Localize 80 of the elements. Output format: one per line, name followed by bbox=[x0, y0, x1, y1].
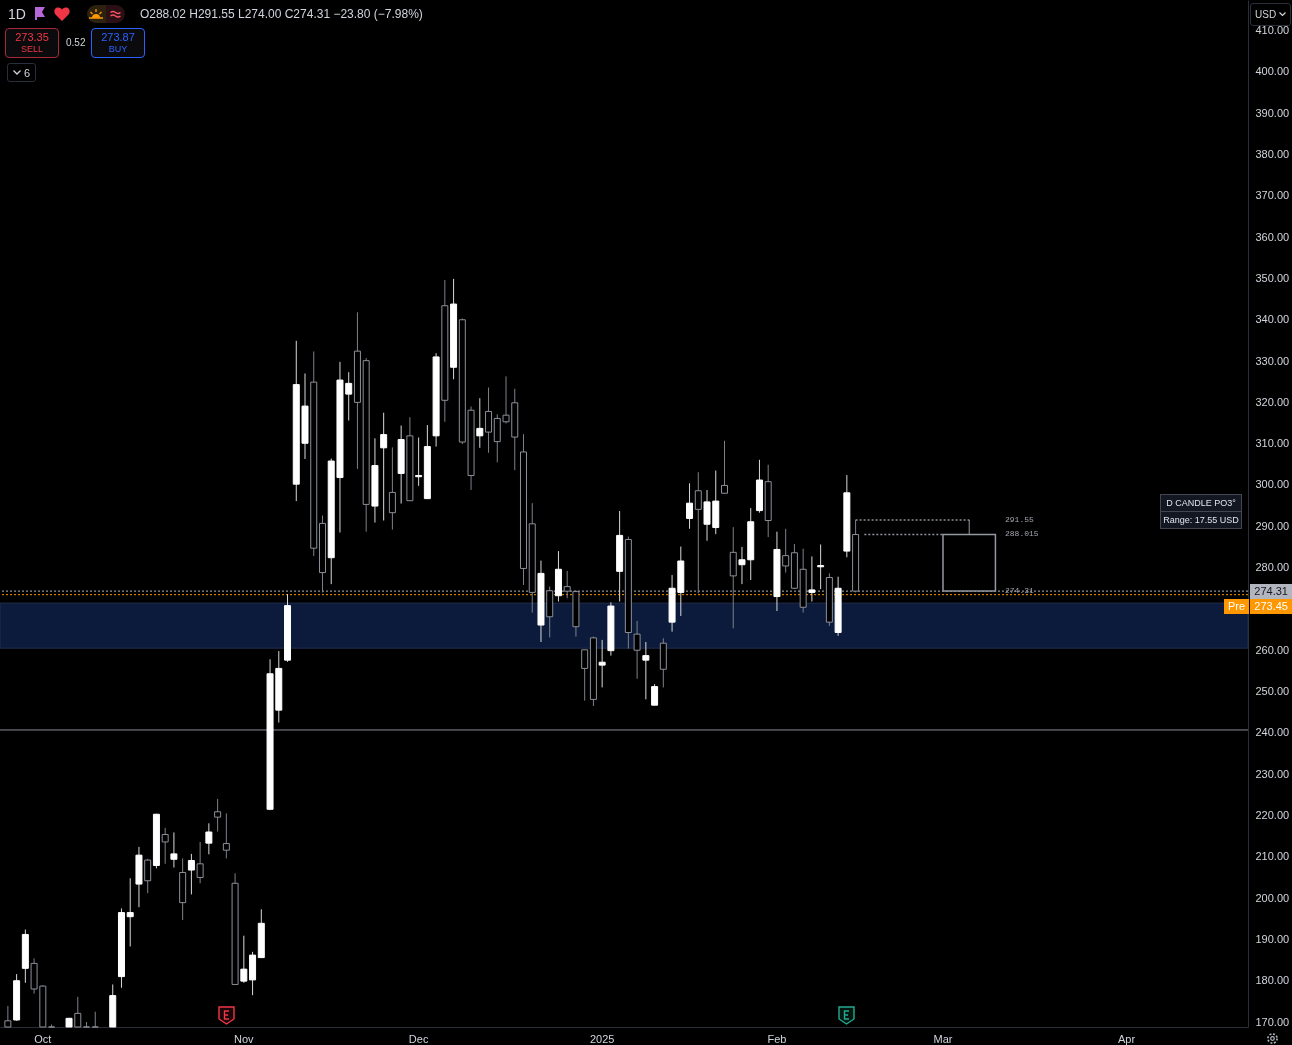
annotation: SELL bbox=[20, 43, 44, 55]
candlestick bbox=[694, 471, 702, 594]
candlestick bbox=[817, 543, 825, 590]
candlestick bbox=[214, 798, 222, 833]
y-tick-label: 220.00 bbox=[1255, 808, 1290, 821]
annotation: 273.35 bbox=[15, 31, 49, 43]
candlestick bbox=[581, 649, 589, 702]
candlestick bbox=[170, 831, 178, 869]
y-tick-label: 380.00 bbox=[1255, 148, 1290, 160]
y-tick-label: 250.00 bbox=[1255, 685, 1290, 698]
annotation: D CANDLE PO3° bbox=[1165, 497, 1237, 510]
candlestick bbox=[686, 482, 694, 530]
y-tick-label: 170.00 bbox=[1255, 1015, 1290, 1028]
currency-dropdown: USD bbox=[1250, 3, 1292, 26]
y-tick-label: 350.00 bbox=[1255, 271, 1290, 284]
annotation: 274.31 bbox=[1005, 586, 1034, 596]
info-box: D CANDLE PO3° Range: 17.55 USD bbox=[1160, 494, 1242, 529]
candlestick bbox=[205, 822, 213, 855]
y-tick-label: 390.00 bbox=[1255, 106, 1290, 119]
candlestick bbox=[598, 639, 606, 688]
candlestick bbox=[642, 641, 650, 700]
y-tick-label: 180.00 bbox=[1255, 974, 1290, 987]
candlestick bbox=[196, 841, 204, 884]
x-tick-label: Dec bbox=[408, 1032, 429, 1045]
y-tick-label: 190.00 bbox=[1255, 932, 1290, 945]
x-tick-label: Apr bbox=[1117, 1032, 1136, 1045]
candlestick bbox=[388, 446, 396, 531]
candlestick bbox=[729, 526, 737, 629]
candlestick bbox=[633, 620, 641, 680]
candlestick bbox=[126, 877, 134, 947]
annotation: Range: 17.55 USD bbox=[1161, 511, 1241, 528]
candlestick bbox=[485, 387, 493, 454]
candlestick bbox=[161, 827, 169, 865]
annotation: 291.55 bbox=[1005, 515, 1034, 524]
y-tick-label: 370.00 bbox=[1255, 189, 1290, 202]
sell-button: 273.35 SELL bbox=[5, 28, 59, 58]
candlestick bbox=[144, 858, 152, 894]
y-tick-label: 260.00 bbox=[1255, 643, 1290, 656]
buy-button: 273.87 BUY bbox=[91, 28, 145, 58]
y-tick-label: 200.00 bbox=[1255, 891, 1290, 904]
y-tick-label: 230.00 bbox=[1255, 767, 1290, 780]
candlestick bbox=[4, 1005, 12, 1028]
annotation: BUY bbox=[108, 43, 128, 55]
candlestick bbox=[187, 853, 195, 895]
collapse-button: 6 bbox=[7, 63, 37, 82]
candlestick bbox=[651, 683, 659, 706]
y-tick-label: 280.00 bbox=[1255, 561, 1290, 574]
annotation: Pre bbox=[1223, 598, 1249, 614]
candlestick bbox=[380, 412, 388, 522]
y-tick-label: 320.00 bbox=[1255, 395, 1290, 408]
x-tick-label: Nov bbox=[234, 1032, 255, 1045]
y-tick-label: 340.00 bbox=[1255, 313, 1290, 326]
candlestick bbox=[415, 436, 423, 487]
text: O288.02 H291.55 L274.00 C274.31 −23.80 (−7.98%) bbox=[139, 6, 423, 21]
candlestick bbox=[222, 812, 230, 859]
y-tick-label: 210.00 bbox=[1255, 850, 1290, 863]
annotation: 273.87 bbox=[101, 31, 135, 43]
y-tick-label: 310.00 bbox=[1255, 437, 1290, 450]
chart-title: 1D bbox=[8, 5, 26, 22]
candlestick bbox=[782, 528, 790, 574]
annotation: 6 bbox=[24, 66, 31, 79]
y-tick-label: 290.00 bbox=[1255, 519, 1290, 532]
candlestick bbox=[74, 996, 82, 1028]
y-tick-label: 330.00 bbox=[1255, 354, 1290, 367]
y-tick-label: 300.00 bbox=[1255, 478, 1290, 491]
y-tick-label: 240.00 bbox=[1255, 726, 1290, 739]
y-tick-label: 400.00 bbox=[1255, 65, 1290, 78]
y-tick-label: 360.00 bbox=[1255, 230, 1290, 243]
candlestick bbox=[476, 397, 484, 449]
x-tick-label: 2025 bbox=[589, 1032, 615, 1045]
x-tick-label: Oct bbox=[34, 1032, 52, 1045]
candlestick bbox=[240, 935, 248, 984]
candlestick bbox=[91, 1011, 99, 1028]
annotation: 0.52 bbox=[66, 37, 86, 48]
annotation: 288.015 bbox=[1005, 529, 1039, 538]
candlestick bbox=[721, 440, 728, 494]
candlestick bbox=[808, 555, 816, 602]
x-tick-label: Mar bbox=[933, 1032, 953, 1045]
x-tick-label: Feb bbox=[767, 1032, 787, 1045]
y-tick-label: 410.00 bbox=[1255, 24, 1290, 37]
